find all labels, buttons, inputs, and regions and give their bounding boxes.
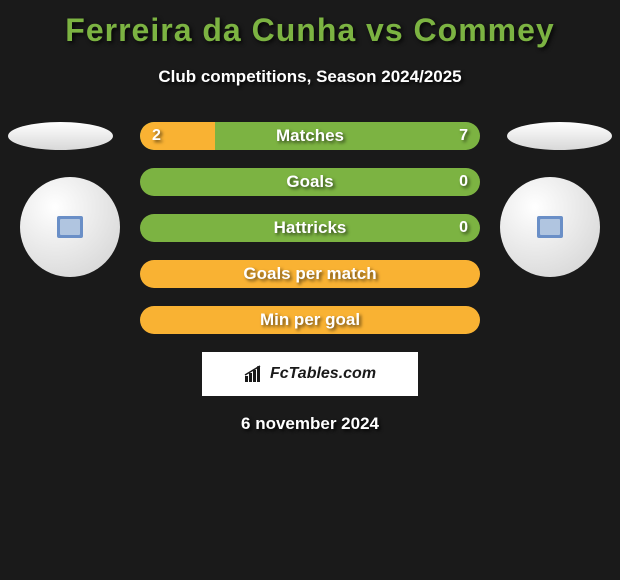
stat-row-goals-per-match: Goals per match (140, 260, 480, 288)
date-text: 6 november 2024 (0, 414, 620, 434)
stat-label: Goals (286, 172, 333, 192)
stat-row-goals: Goals 0 (140, 168, 480, 196)
stat-label: Goals per match (243, 264, 376, 284)
stat-label: Matches (276, 126, 344, 146)
stat-left-value: 2 (152, 127, 161, 145)
avatar-right (500, 177, 600, 277)
main-comparison-area: 2 Matches 7 Goals 0 Hattricks 0 Goals pe… (0, 122, 620, 434)
stat-right-value: 7 (459, 127, 468, 145)
page-subtitle: Club competitions, Season 2024/2025 (0, 67, 620, 87)
stat-right-value: 0 (459, 173, 468, 191)
avatar-left (20, 177, 120, 277)
chart-bars-icon (244, 364, 264, 384)
badge-text: FcTables.com (270, 365, 376, 383)
page-title: Ferreira da Cunha vs Commey (0, 0, 620, 49)
flag-left-icon (8, 122, 113, 150)
avatar-placeholder-icon (537, 216, 563, 238)
stat-label: Hattricks (274, 218, 347, 238)
stat-label: Min per goal (260, 310, 360, 330)
avatar-placeholder-icon (57, 216, 83, 238)
stat-row-hattricks: Hattricks 0 (140, 214, 480, 242)
stat-row-matches: 2 Matches 7 (140, 122, 480, 150)
flag-right-icon (507, 122, 612, 150)
stats-container: 2 Matches 7 Goals 0 Hattricks 0 Goals pe… (140, 122, 480, 334)
fctables-badge[interactable]: FcTables.com (202, 352, 418, 396)
stat-right-value: 0 (459, 219, 468, 237)
stat-row-min-per-goal: Min per goal (140, 306, 480, 334)
